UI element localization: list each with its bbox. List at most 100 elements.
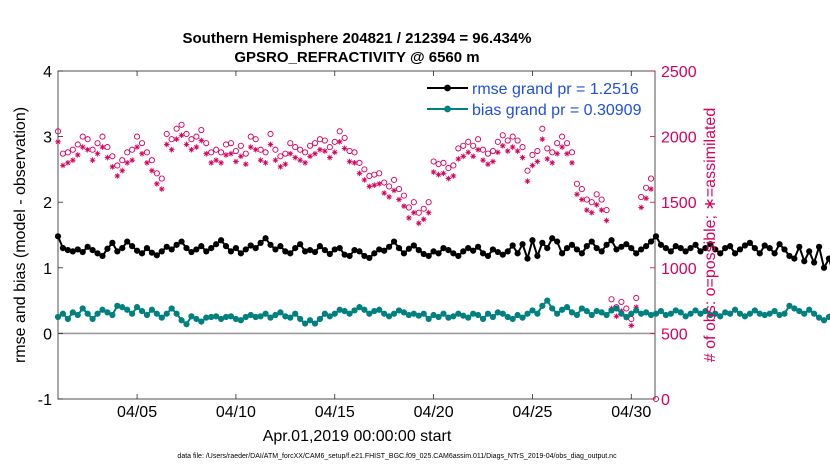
obs-assimilated-marker: [420, 216, 427, 223]
obs-possible-marker: [148, 157, 155, 164]
rmse-marker: [158, 248, 165, 255]
obs-assimilated-marker: [149, 167, 155, 174]
obs-assimilated-marker: [371, 182, 378, 188]
obs-assimilated-marker: [455, 156, 462, 162]
obs-assimilated-marker: [435, 171, 442, 178]
obs-assimilated-marker: [257, 157, 264, 164]
rmse-marker: [465, 245, 472, 252]
rmse-marker: [722, 245, 729, 252]
bias-marker: [331, 310, 338, 317]
obs-possible-marker: [138, 140, 146, 147]
obs-possible-marker: [568, 149, 576, 156]
obs-assimilated-marker: [504, 148, 511, 154]
rmse-marker: [652, 233, 660, 240]
obs-assimilated-marker: [307, 153, 313, 160]
obs-assimilated-marker: [554, 150, 560, 157]
rmse-marker: [717, 250, 724, 257]
x-tick-label: 04/15: [315, 404, 355, 421]
bias-marker: [593, 307, 600, 315]
obs-assimilated-marker: [89, 157, 96, 164]
legend-rmse-marker: [444, 84, 451, 92]
bias-marker: [638, 310, 645, 317]
obs-assimilated-marker: [223, 152, 229, 158]
obs-possible-marker: [638, 193, 645, 201]
bias-marker: [825, 313, 830, 321]
rmse-marker: [509, 242, 516, 249]
rmse-marker: [766, 245, 773, 252]
bias-marker: [64, 315, 71, 323]
bias-marker: [371, 307, 378, 315]
rmse-marker: [277, 243, 284, 250]
bias-marker: [79, 305, 86, 312]
x-tick-label: 04/05: [117, 404, 157, 421]
obs-assimilated-marker: [584, 207, 590, 213]
bias-marker: [361, 306, 368, 313]
footer-data-file: data file: /Users/raeder/DAI/ATM_forcXX/…: [177, 453, 617, 460]
bias-marker: [316, 315, 324, 323]
obs-assimilated-marker: [406, 215, 412, 221]
bias-marker: [643, 309, 650, 316]
bias-marker: [672, 307, 679, 314]
rmse-marker: [504, 248, 511, 255]
obs-possible-marker: [119, 157, 126, 164]
rmse-marker: [143, 245, 151, 252]
rmse-marker: [173, 241, 180, 248]
obs-possible-marker: [173, 125, 180, 132]
rmse-marker: [583, 243, 590, 250]
obs-assimilated-marker: [490, 158, 496, 165]
bias-marker: [786, 302, 793, 309]
obs-possible-marker: [153, 170, 160, 177]
bias-marker: [573, 311, 581, 319]
rmse-marker: [450, 250, 457, 257]
obs-possible-marker: [534, 147, 541, 155]
bias-marker: [163, 310, 170, 317]
y-left-tick-label: 3: [43, 130, 52, 147]
obs-assimilated-marker: [549, 160, 556, 166]
bias-marker: [183, 321, 190, 328]
bias-marker: [222, 313, 230, 321]
obs-assimilated-marker: [396, 196, 402, 203]
bias-marker: [667, 310, 674, 317]
obs-possible-marker: [232, 147, 239, 155]
rmse-marker: [746, 239, 753, 246]
obs-assimilated-marker: [485, 161, 491, 167]
rmse-marker: [386, 243, 393, 250]
obs-assimilated-marker: [168, 146, 175, 153]
obs-assimilated-marker: [603, 217, 610, 224]
obs-assimilated-marker: [465, 149, 471, 156]
rmse-marker: [563, 245, 571, 252]
x-tick-label: 04/30: [611, 404, 651, 421]
obs-assimilated-marker: [341, 145, 348, 152]
rmse-marker: [287, 250, 294, 257]
bias-marker: [381, 310, 388, 317]
obs-possible-marker: [134, 133, 141, 140]
obs-assimilated-marker: [386, 194, 392, 200]
bias-marker: [731, 306, 739, 313]
obs-possible-series: [54, 121, 660, 403]
bias-marker: [474, 311, 482, 319]
obs-assimilated-marker: [84, 146, 91, 153]
rmse-marker: [618, 243, 625, 250]
bias-marker: [346, 310, 353, 317]
bias-marker: [583, 307, 590, 315]
bias-marker: [69, 309, 76, 316]
rmse-marker: [628, 245, 635, 252]
bias-marker: [613, 305, 620, 312]
obs-assimilated-marker: [114, 173, 121, 179]
obs-possible-marker: [321, 137, 328, 144]
obs-assimilated-marker: [292, 154, 299, 161]
obs-assimilated-marker: [351, 160, 358, 166]
rmse-marker: [638, 246, 645, 253]
obs-assimilated-marker: [252, 146, 259, 153]
rmse-marker: [499, 251, 506, 258]
bias-marker: [89, 315, 96, 323]
bias-marker: [746, 310, 753, 317]
bias-marker: [727, 310, 734, 317]
rmse-marker: [94, 250, 101, 257]
obs-possible-marker: [440, 159, 447, 166]
obs-assimilated-marker: [65, 160, 71, 166]
obs-possible-marker: [470, 142, 477, 149]
bias-marker: [158, 314, 165, 321]
bias-marker: [692, 307, 699, 314]
plot-area: [57, 70, 656, 400]
